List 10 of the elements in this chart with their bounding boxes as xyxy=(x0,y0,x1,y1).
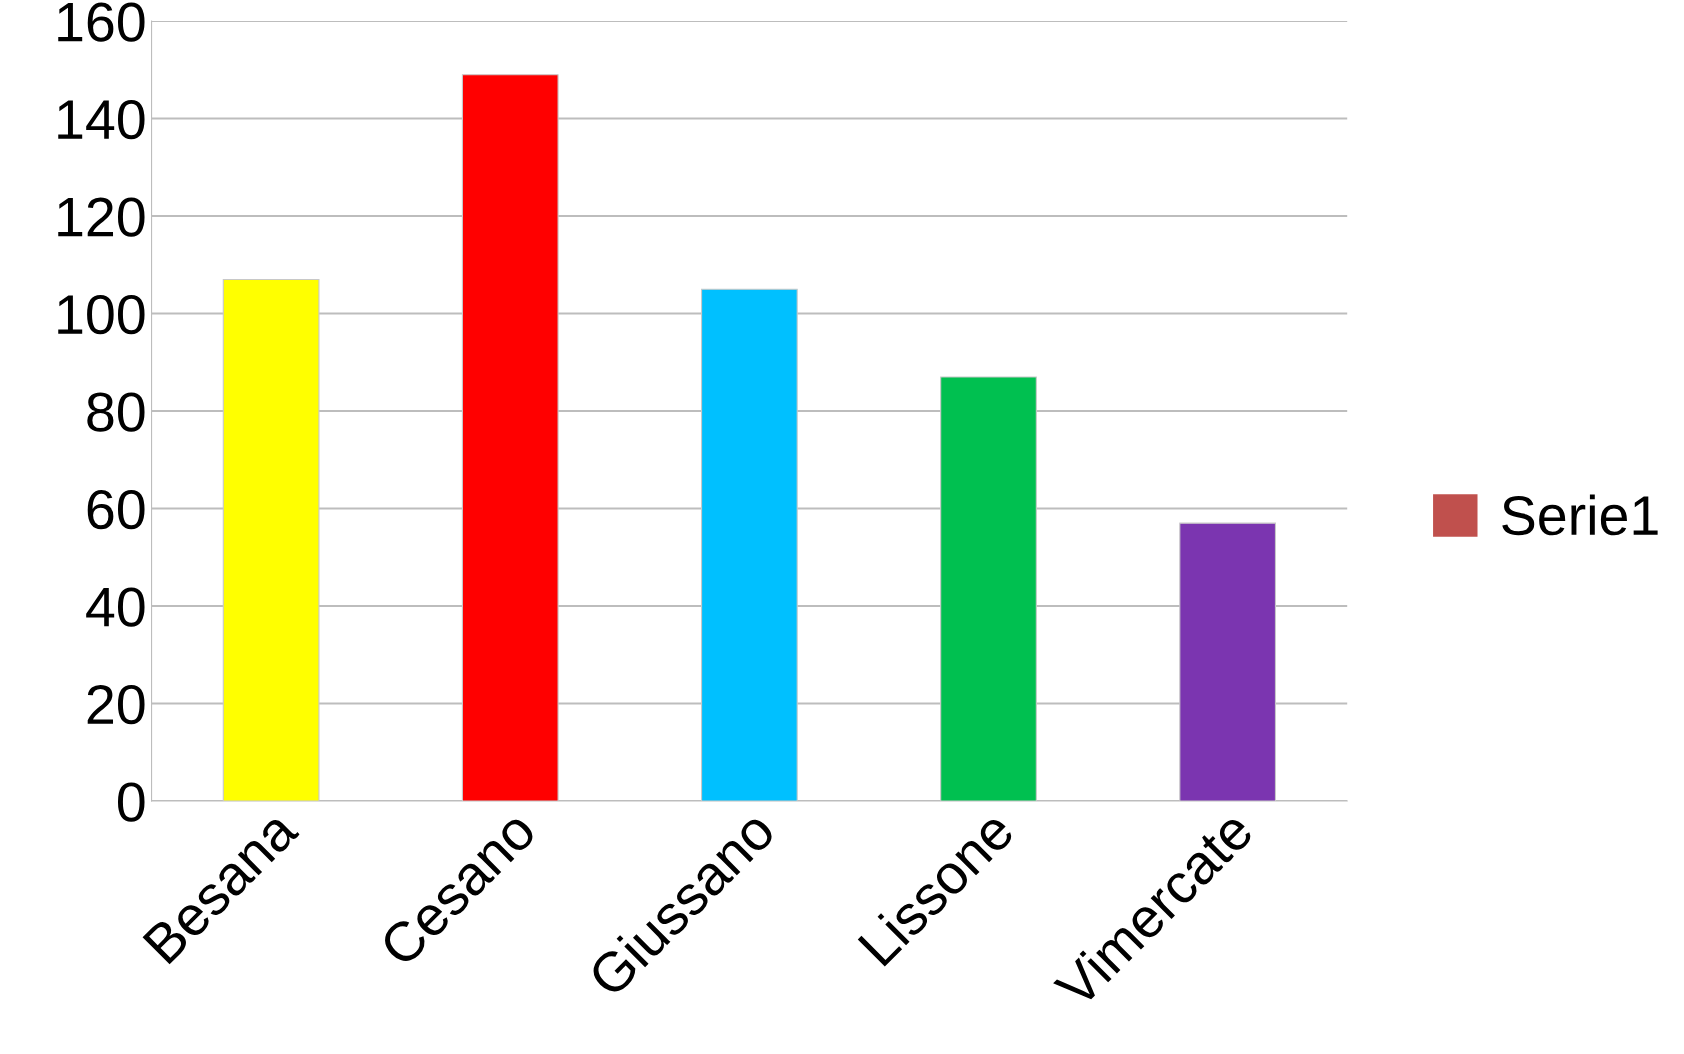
y-tick-label: 100 xyxy=(58,294,145,335)
y-tick-label: 120 xyxy=(58,197,145,237)
y-tick-label: 160 xyxy=(58,2,145,42)
text: Serie1 xyxy=(1502,494,1658,536)
y-tick-label: 40 xyxy=(86,587,145,627)
y-tick-label: 140 xyxy=(58,99,145,140)
y-tick-label: 60 xyxy=(87,489,145,530)
y-tick-label: 80 xyxy=(87,392,145,432)
y-tick-label: 0 xyxy=(117,782,145,822)
y-tick-label: 20 xyxy=(87,684,145,725)
